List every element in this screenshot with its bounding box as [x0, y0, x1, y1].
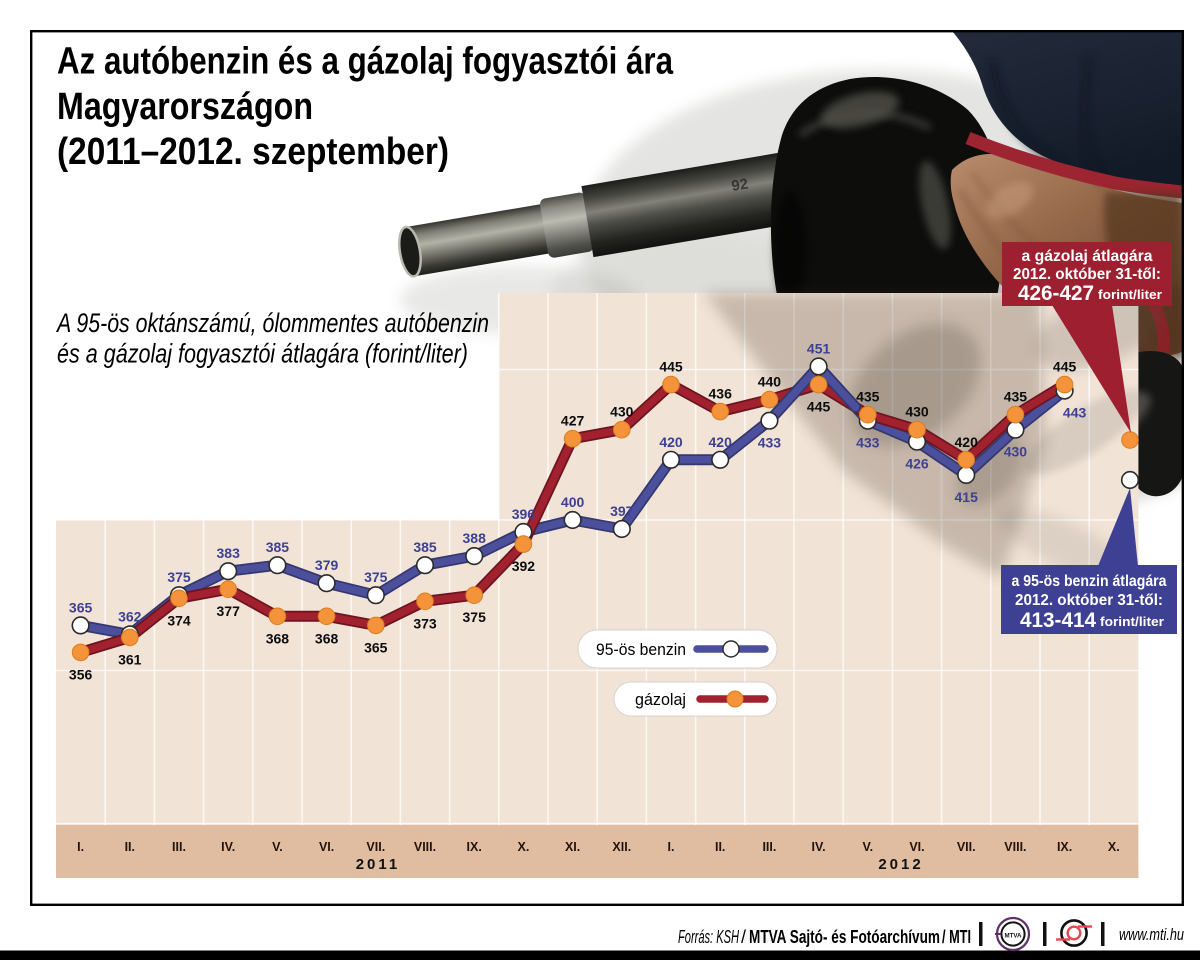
svg-text:362: 362	[118, 608, 142, 624]
svg-text:356: 356	[69, 666, 93, 682]
svg-text:375: 375	[167, 569, 191, 585]
svg-text:XII.: XII.	[612, 840, 631, 854]
svg-text:95-ös benzin: 95-ös benzin	[596, 640, 686, 659]
svg-text:VIII.: VIII.	[414, 840, 436, 854]
svg-text:433: 433	[856, 435, 880, 451]
svg-text:361: 361	[118, 651, 142, 667]
svg-text:430: 430	[610, 404, 634, 420]
svg-text:IX.: IX.	[467, 840, 482, 854]
svg-text:413-414: 413-414	[1020, 608, 1096, 632]
svg-text:V.: V.	[272, 840, 283, 854]
svg-text:X.: X.	[517, 840, 529, 854]
svg-text:426-427: 426-427	[1018, 281, 1094, 305]
svg-text:375: 375	[364, 569, 388, 585]
svg-text:2011: 2011	[356, 856, 401, 873]
svg-text:445: 445	[659, 359, 683, 375]
svg-text:426: 426	[905, 456, 929, 472]
svg-text:Magyarországon: Magyarországon	[57, 86, 313, 128]
svg-text:forint/liter: forint/liter	[1098, 288, 1162, 302]
svg-text:VI.: VI.	[319, 840, 334, 854]
svg-text:400: 400	[561, 494, 585, 510]
svg-text:IV.: IV.	[812, 840, 826, 854]
svg-text:383: 383	[217, 545, 241, 561]
svg-text:427: 427	[561, 413, 585, 429]
svg-text:445: 445	[807, 399, 831, 415]
svg-text:2012. október 31-től:: 2012. október 31-től:	[1013, 266, 1161, 283]
svg-text:VI.: VI.	[909, 840, 924, 854]
svg-text:IV.: IV.	[221, 840, 235, 854]
svg-text:/ MTI: / MTI	[942, 927, 971, 947]
svg-text:(2011–2012. szeptember): (2011–2012. szeptember)	[57, 131, 449, 173]
svg-text:388: 388	[463, 530, 487, 546]
svg-text:435: 435	[856, 389, 880, 405]
svg-text:420: 420	[955, 434, 979, 450]
svg-text:435: 435	[1004, 389, 1028, 405]
svg-text:II.: II.	[125, 840, 135, 854]
svg-text:A 95-ös oktánszámú, ólommentes: A 95-ös oktánszámú, ólommentes autóbenzi…	[55, 308, 489, 338]
svg-text:385: 385	[266, 539, 290, 555]
svg-text:385: 385	[413, 539, 437, 555]
svg-text:440: 440	[758, 374, 782, 390]
svg-text:a gázolaj átlagára: a gázolaj átlagára	[1022, 248, 1153, 265]
svg-text:379: 379	[315, 557, 339, 573]
svg-text:2012: 2012	[878, 856, 923, 873]
svg-text:375: 375	[463, 609, 487, 625]
svg-text:www.mti.hu: www.mti.hu	[1119, 926, 1184, 944]
svg-text:445: 445	[1053, 359, 1077, 375]
svg-text:III.: III.	[172, 840, 186, 854]
svg-text:I.: I.	[77, 840, 84, 854]
svg-text:MTVA: MTVA	[1004, 933, 1022, 940]
svg-text:436: 436	[709, 386, 733, 402]
svg-text:V.: V.	[862, 840, 873, 854]
svg-text:373: 373	[413, 615, 437, 631]
svg-text:MTVA Sajtó- és Fotóarchívum: MTVA Sajtó- és Fotóarchívum	[749, 927, 940, 947]
svg-text:397: 397	[610, 503, 634, 519]
svg-text:VII.: VII.	[366, 840, 385, 854]
svg-text:X.: X.	[1108, 840, 1120, 854]
svg-text:377: 377	[217, 603, 241, 619]
svg-text:III.: III.	[762, 840, 776, 854]
svg-text:VIII.: VIII.	[1004, 840, 1026, 854]
svg-text:443: 443	[1063, 405, 1087, 421]
svg-text:365: 365	[364, 639, 388, 655]
svg-text:433: 433	[758, 435, 782, 451]
svg-text:és a gázolaj fogyasztói átlagá: és a gázolaj fogyasztói átlagára (forint…	[57, 339, 468, 369]
svg-text:IX.: IX.	[1057, 840, 1072, 854]
svg-text:forint/liter: forint/liter	[1100, 615, 1164, 629]
svg-text:2012. október 31-től:: 2012. október 31-től:	[1015, 592, 1163, 609]
svg-text:VII.: VII.	[957, 840, 976, 854]
svg-text:368: 368	[266, 630, 290, 646]
svg-text:415: 415	[955, 489, 979, 505]
svg-text:392: 392	[512, 558, 536, 574]
svg-text:XI.: XI.	[565, 840, 580, 854]
svg-text:374: 374	[167, 612, 191, 628]
svg-text:I.: I.	[668, 840, 675, 854]
svg-text:/: /	[741, 927, 746, 947]
svg-text:II.: II.	[715, 840, 725, 854]
svg-text:420: 420	[709, 434, 733, 450]
svg-text:365: 365	[69, 599, 93, 615]
svg-text:92: 92	[730, 175, 749, 195]
svg-text:gázolaj: gázolaj	[635, 690, 686, 709]
svg-text:420: 420	[659, 434, 683, 450]
svg-text:Az autóbenzin és a gázolaj fog: Az autóbenzin és a gázolaj fogyasztói ár…	[57, 41, 674, 83]
svg-text:430: 430	[905, 404, 929, 420]
svg-text:451: 451	[807, 341, 831, 357]
svg-text:396: 396	[512, 506, 536, 522]
svg-text:a 95-ös benzin átlagára: a 95-ös benzin átlagára	[1012, 573, 1167, 590]
svg-text:368: 368	[315, 630, 339, 646]
svg-text:430: 430	[1004, 444, 1028, 460]
svg-text:Forrás: KSH: Forrás: KSH	[678, 927, 740, 947]
